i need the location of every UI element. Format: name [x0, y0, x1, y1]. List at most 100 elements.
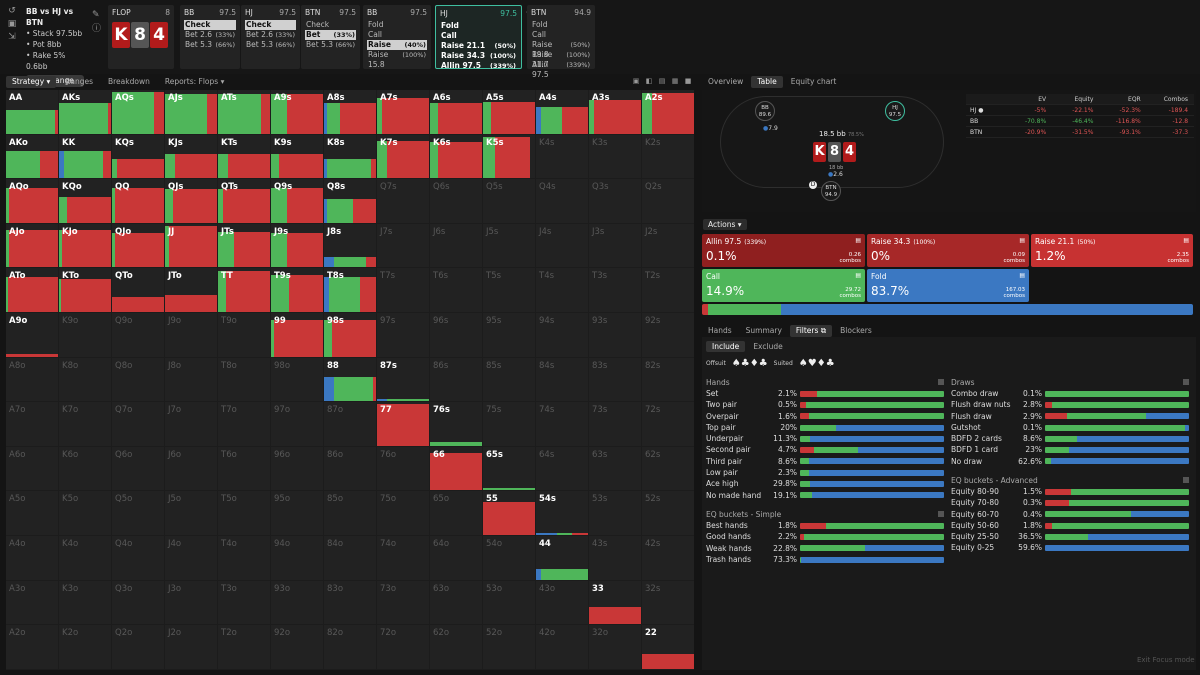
tab-table[interactable]: Table — [751, 76, 783, 88]
hand-cell-92o[interactable]: 92o — [271, 625, 323, 669]
details-icon[interactable]: ▤ — [855, 237, 861, 244]
hand-cell-A6o[interactable]: A6o — [6, 446, 58, 491]
hand-cell-Q4o[interactable]: Q4o — [112, 536, 164, 580]
hand-cell-AKs[interactable]: AKs — [59, 90, 111, 134]
hand-cell-T3s[interactable]: T3s — [589, 268, 641, 312]
hand-cell-82o[interactable]: 82o — [324, 625, 376, 669]
hand-cell-54s[interactable]: 54s — [536, 491, 588, 535]
panel-action[interactable]: Check — [245, 20, 296, 30]
hand-cell-A5s[interactable]: A5s — [483, 90, 535, 134]
hand-cell-Q3o[interactable]: Q3o — [112, 580, 164, 625]
hand-cell-K6s[interactable]: K6s — [430, 134, 482, 179]
hand-cell-62o[interactable]: 62o — [430, 625, 482, 669]
hand-cell-74s[interactable]: 74s — [536, 402, 588, 446]
hand-cell-K6o[interactable]: K6o — [59, 446, 111, 491]
panel-action[interactable]: Bet 5.3 (66%) — [305, 40, 356, 50]
hand-cell-A4s[interactable]: A4s — [536, 90, 588, 134]
hand-cell-T8s[interactable]: T8s — [324, 268, 376, 312]
hand-cell-K3o[interactable]: K3o — [59, 580, 111, 625]
hand-cell-T6o[interactable]: T6o — [218, 446, 270, 491]
exit-focus-mode[interactable]: Exit Focus mode — [1137, 656, 1195, 664]
hand-cell-Q9o[interactable]: Q9o — [112, 313, 164, 357]
panel-bb1[interactable]: BB 97.5 Check Bet 2.6 (33%) Bet 5.3 (66%) — [180, 5, 240, 69]
hand-cell-J2o[interactable]: J2o — [165, 625, 217, 669]
panel-action[interactable]: Fold — [531, 20, 591, 30]
filter-row-equity-60-70[interactable]: Equity 60-70 0.4% — [951, 509, 1189, 520]
hand-cell-Q7o[interactable]: Q7o — [112, 402, 164, 446]
hand-cell-J5s[interactable]: J5s — [483, 223, 535, 268]
hand-cell-J8s[interactable]: J8s — [324, 223, 376, 268]
tab-exclude[interactable]: Exclude — [753, 342, 783, 351]
filter-row-gutshot[interactable]: Gutshot 0.1% — [951, 422, 1189, 433]
hand-cell-Q6o[interactable]: Q6o — [112, 446, 164, 491]
hand-cell-A4o[interactable]: A4o — [6, 536, 58, 580]
hand-cell-J2s[interactable]: J2s — [642, 223, 694, 268]
hand-cell-K4s[interactable]: K4s — [536, 134, 588, 179]
hand-cell-64s[interactable]: 64s — [536, 446, 588, 491]
hand-cell-KQs[interactable]: KQs — [112, 134, 164, 179]
filter-row-set[interactable]: Set 2.1% — [706, 388, 944, 399]
grid-tool-icon[interactable]: ▦ — [671, 77, 679, 85]
hand-cell-87o[interactable]: 87o — [324, 402, 376, 446]
action-box-raise-34-3[interactable]: Raise 34.3 (100%) 0% 0.09 combos ▤ — [867, 234, 1029, 267]
filter-row-equity-70-80[interactable]: Equity 70-80 0.3% — [951, 497, 1189, 508]
filter-row-flush-draw[interactable]: Flush draw 2.9% — [951, 411, 1189, 422]
hand-cell-J4o[interactable]: J4o — [165, 536, 217, 580]
hand-cell-Q2o[interactable]: Q2o — [112, 625, 164, 669]
panel-action[interactable]: Call — [531, 30, 591, 40]
hand-cell-42s[interactable]: 42s — [642, 536, 694, 580]
hand-cell-88[interactable]: 88 — [324, 357, 376, 402]
hand-cell-K4o[interactable]: K4o — [59, 536, 111, 580]
panel-action[interactable]: Allin 97.5 (339%) — [440, 61, 517, 71]
tab-blockers[interactable]: Blockers — [840, 326, 872, 335]
hand-cell-K8o[interactable]: K8o — [59, 357, 111, 402]
hand-cell-K7s[interactable]: K7s — [377, 134, 429, 179]
hand-cell-93o[interactable]: 93o — [271, 580, 323, 625]
hand-cell-A9o[interactable]: A9o — [6, 313, 58, 357]
hand-cell-KJs[interactable]: KJs — [165, 134, 217, 179]
offsuit-suits[interactable]: ♠♣♦♣ — [731, 358, 768, 369]
hand-cell-J9s[interactable]: J9s — [271, 223, 323, 268]
collapse-icon[interactable] — [938, 511, 944, 517]
hand-cell-KTo[interactable]: KTo — [59, 268, 111, 312]
hand-cell-A7s[interactable]: A7s — [377, 90, 429, 134]
hand-cell-66[interactable]: 66 — [430, 446, 482, 491]
collapse-icon[interactable] — [1183, 379, 1189, 385]
panel-btn1[interactable]: BTN 97.5 Check Bet 2.6 (33%) Bet 5.3 (66%) — [301, 5, 360, 69]
filter-row-two-pair[interactable]: Two pair 0.5% — [706, 399, 944, 410]
hand-cell-44[interactable]: 44 — [536, 536, 588, 580]
hand-cell-73o[interactable]: 73o — [377, 580, 429, 625]
hand-cell-K2s[interactable]: K2s — [642, 134, 694, 179]
hand-cell-K5s[interactable]: K5s — [483, 134, 535, 179]
hand-cell-T8o[interactable]: T8o — [218, 357, 270, 402]
hand-cell-97o[interactable]: 97o — [271, 402, 323, 446]
hand-cell-A3s[interactable]: A3s — [589, 90, 641, 134]
filter-row-underpair[interactable]: Underpair 11.3% — [706, 433, 944, 444]
hand-cell-85o[interactable]: 85o — [324, 491, 376, 535]
panel-action[interactable]: Check — [305, 20, 356, 30]
hand-cell-73s[interactable]: 73s — [589, 402, 641, 446]
hand-cell-42o[interactable]: 42o — [536, 625, 588, 669]
hand-cell-T2s[interactable]: T2s — [642, 268, 694, 312]
hand-cell-62s[interactable]: 62s — [642, 446, 694, 491]
hand-cell-72o[interactable]: 72o — [377, 625, 429, 669]
hand-cell-53s[interactable]: 53s — [589, 491, 641, 535]
filter-row-second-pair[interactable]: Second pair 4.7% — [706, 444, 944, 455]
hand-cell-A7o[interactable]: A7o — [6, 402, 58, 446]
info-icon[interactable]: ⓘ — [92, 24, 102, 34]
hand-cell-Q4s[interactable]: Q4s — [536, 179, 588, 223]
filter-row-bdfd-1-card[interactable]: BDFD 1 card 23% — [951, 444, 1189, 455]
hand-cell-AQs[interactable]: AQs — [112, 90, 164, 134]
actions-dropdown[interactable]: Actions ▾ — [703, 219, 747, 230]
hand-cell-K9s[interactable]: K9s — [271, 134, 323, 179]
panel-action[interactable]: Call — [440, 31, 517, 41]
tab-breakdown[interactable]: Breakdown — [107, 77, 150, 86]
panel-action[interactable]: Call — [367, 30, 427, 40]
hand-cell-QJo[interactable]: QJo — [112, 223, 164, 268]
hand-cell-AJo[interactable]: AJo — [6, 223, 58, 268]
filter-row-ace-high[interactable]: Ace high 29.8% — [706, 478, 944, 489]
hand-cell-T3o[interactable]: T3o — [218, 580, 270, 625]
hand-cell-64o[interactable]: 64o — [430, 536, 482, 580]
panel-action[interactable]: Allin 97.5 (339%) — [531, 60, 591, 79]
hand-cell-K3s[interactable]: K3s — [589, 134, 641, 179]
